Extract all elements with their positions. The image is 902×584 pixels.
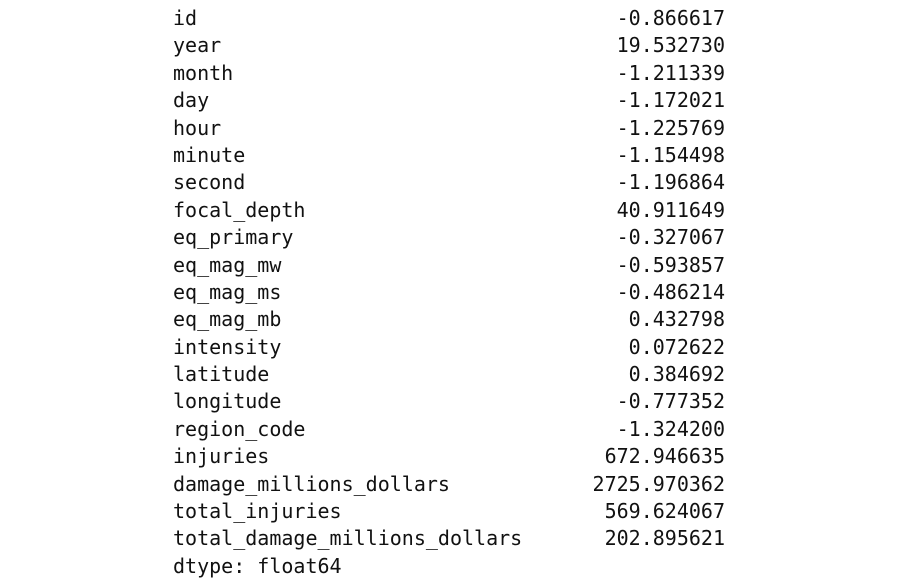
- row-value: -1.196864: [616, 170, 725, 195]
- series-row: focal_depth 40.911649: [173, 197, 733, 224]
- series-row: latitude 0.384692: [173, 361, 733, 388]
- series-row: region_code -1.324200: [173, 416, 733, 443]
- row-value: -0.327067: [616, 225, 725, 250]
- series-row: year 19.532730: [173, 32, 733, 59]
- row-value: 40.911649: [616, 197, 725, 222]
- series-row: eq_mag_mb 0.432798: [173, 306, 733, 333]
- series-row: eq_mag_mw -0.593857: [173, 252, 733, 279]
- series-row: injuries 672.946635: [173, 443, 733, 470]
- row-value: -1.324200: [616, 416, 725, 441]
- row-label: minute: [173, 142, 246, 167]
- row-label: longitude: [173, 389, 282, 414]
- row-value: -1.172021: [616, 88, 725, 113]
- row-value: -0.486214: [616, 279, 725, 304]
- series-row: id -0.866617: [173, 5, 733, 32]
- row-label: year: [173, 33, 222, 58]
- row-label: id: [173, 6, 198, 30]
- row-value: 569.624067: [604, 499, 725, 524]
- series-row: hour -1.225769: [173, 115, 733, 142]
- series-row: intensity 0.072622: [173, 334, 733, 361]
- row-value: 202.895621: [604, 526, 725, 551]
- dtype-line: dtype: float64: [173, 553, 342, 578]
- series-row: day -1.172021: [173, 87, 733, 114]
- row-value: 672.946635: [604, 444, 725, 469]
- row-label: day: [173, 88, 210, 113]
- series-row: eq_primary -0.327067: [173, 224, 733, 251]
- series-row: second -1.196864: [173, 169, 733, 196]
- series-row: minute -1.154498: [173, 142, 733, 169]
- row-label: eq_primary: [173, 225, 294, 250]
- row-label: total_damage_millions_dollars: [173, 526, 523, 551]
- row-value: 19.532730: [616, 33, 725, 58]
- row-value: -0.593857: [616, 252, 725, 277]
- row-value: -1.225769: [616, 115, 725, 140]
- row-label: month: [173, 60, 234, 85]
- row-label: hour: [173, 115, 222, 140]
- series-row: total_damage_millions_dollars 202.895621: [173, 525, 733, 552]
- series-row: damage_millions_dollars 2725.970362: [173, 471, 733, 498]
- row-value: 2725.970362: [592, 471, 725, 496]
- row-value: -1.154498: [616, 142, 725, 167]
- row-label: eq_mag_mb: [173, 307, 282, 332]
- row-value: 0.072622: [628, 334, 725, 359]
- row-label: region_code: [173, 416, 306, 441]
- row-label: second: [173, 170, 246, 195]
- row-value: -0.777352: [616, 389, 725, 414]
- row-label: damage_millions_dollars: [173, 471, 450, 496]
- row-label: total_injuries: [173, 499, 342, 524]
- series-row: total_injuries 569.624067: [173, 498, 733, 525]
- series-row: eq_mag_ms -0.486214: [173, 279, 733, 306]
- row-label: eq_mag_ms: [173, 279, 282, 304]
- series-row: longitude -0.777352: [173, 388, 733, 415]
- row-value: 0.432798: [628, 307, 725, 332]
- row-label: eq_mag_mw: [173, 252, 282, 277]
- row-value: 0.384692: [628, 362, 725, 387]
- row-value: -1.211339: [616, 60, 725, 85]
- series-output: id -0.866617 year 19.532730 month -1.211…: [173, 5, 733, 580]
- row-label: latitude: [173, 362, 270, 387]
- series-row: month -1.211339: [173, 60, 733, 87]
- row-label: focal_depth: [173, 197, 306, 222]
- row-label: injuries: [173, 444, 270, 469]
- row-label: intensity: [173, 334, 282, 359]
- row-value: -0.866617: [616, 6, 725, 30]
